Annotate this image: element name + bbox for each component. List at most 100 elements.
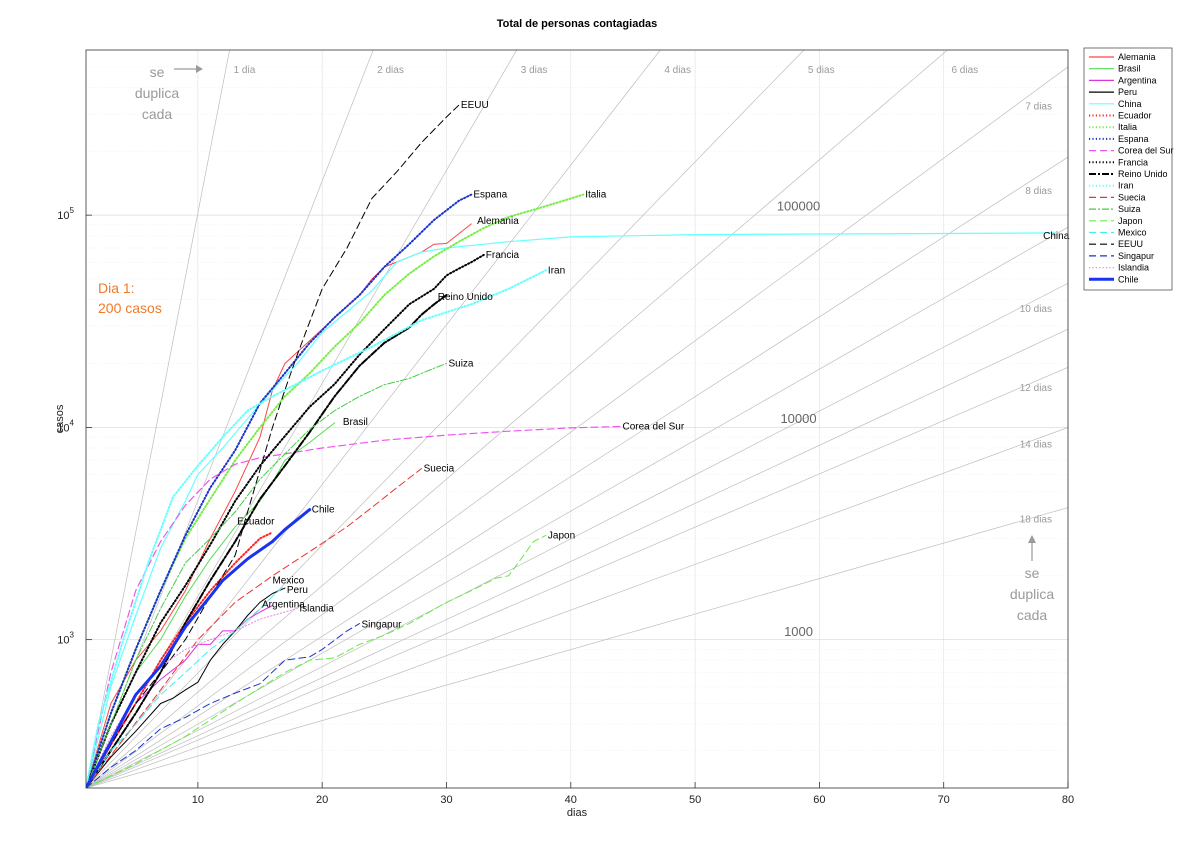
legend-entry: Japon [1118,216,1143,226]
legend-entry: Peru [1118,87,1137,97]
legend-entry: Brasil [1118,64,1141,74]
series-label: Francia [486,250,520,261]
doubling-guide-8 [86,156,1068,788]
doubling-guide-label: 18 dias [1020,514,1052,525]
series-line-eeuu [86,104,460,788]
series-label: Ecuador [237,517,275,528]
series-line-francia [86,253,485,788]
series-line-singapur [86,623,360,788]
series-label: Suecia [424,464,455,475]
y-axis-ticks: 103 104 105 [57,206,92,647]
reference-label: 100000 [777,199,820,214]
legend: AlemaniaBrasilArgentinaPeruChinaEcuadorI… [1083,47,1174,291]
x-tick-label: 40 [565,794,577,806]
legend-entry: Reino Unido [1118,169,1168,179]
series-line-reino-unido [86,294,448,788]
series-label: Iran [548,265,565,276]
series-label: Espana [473,190,507,201]
annotations: 100000 10000 1000 se duplica cada se duplica cad… [98,64,1054,639]
legend-entry: Iran [1118,181,1134,191]
series-label: Argentina [262,599,305,610]
series-label: Japon [548,530,575,541]
legend-entry: Chile [1118,274,1139,284]
reference-label: 10000 [780,411,816,426]
doubling-guide-2 [86,50,374,788]
y-tick-label: 105 [57,206,74,222]
doubling-guide-18 [86,507,1068,788]
legend-entry: Islandia [1118,263,1149,273]
series-label: EEUU [461,100,489,111]
doubling-guide-3 [86,50,518,788]
series-label: China [1043,231,1070,242]
y-axis-label: casos [54,404,66,433]
note-day1: Dia 1: [98,280,135,296]
y-tick-label: 103 [57,631,74,647]
series-line-espana [86,193,473,788]
series-line-china [86,232,1057,788]
legend-entry: Francia [1118,157,1148,167]
series-label: Italia [585,190,607,201]
series-labels: Alemania Brasil Argentina Peru China Ecuador I… [237,100,1070,631]
doubling-guide-10 [86,282,1068,788]
doubling-guide-14 [86,427,1068,788]
y-tick-label: 104 [57,418,74,434]
x-tick-label: 80 [1062,794,1074,806]
legend-entry: Singapur [1118,251,1154,261]
doubling-guide-label: 12 dias [1020,383,1052,394]
series-line-chile [86,508,312,788]
doubling-guide-label: 2 dias [377,65,404,76]
legend-entry: Italia [1118,122,1137,132]
x-tick-label: 10 [192,794,204,806]
arrow-up-icon-head [1028,535,1036,543]
doubling-guide-label: 6 dias [951,65,978,76]
series-label: Brasil [343,417,368,428]
series-label: Alemania [477,216,519,227]
legend-entry: Mexico [1118,228,1147,238]
x-tick-label: 20 [316,794,328,806]
note-bottom-right: se [1025,565,1040,581]
x-axis-ticks: 10 20 30 40 50 60 70 80 [192,782,1074,806]
doubling-guide-7 [86,66,1068,788]
arrow-right-icon-head [196,65,203,73]
doubling-guides [86,50,1068,788]
series-line-peru [86,587,286,788]
series-label: Chile [312,505,335,516]
note-top-left: se [150,64,165,80]
doubling-guide-labels: 1 dia 2 dias 3 dias 4 dias 5 dias 6 dias 7 dia… [234,65,1052,525]
series-line-alemania [86,223,472,788]
doubling-guide-6 [86,50,949,788]
legend-entry: China [1118,99,1142,109]
series-label: Suiza [448,359,473,370]
legend-entry: Corea del Sur [1118,146,1174,156]
series-label: Reino Unido [438,292,493,303]
legend-entry: EEUU [1118,239,1143,249]
legend-entry: Suecia [1118,192,1146,202]
doubling-guide-4 [86,50,661,788]
legend-box [1083,47,1173,291]
series-line-suecia [86,468,423,788]
series-label: Corea del Sur [623,421,685,432]
doubling-guide-label: 3 dias [521,65,548,76]
doubling-guide-label: 8 dias [1025,186,1052,197]
note-bottom-right: cada [1017,607,1048,623]
legend-entry: Alemania [1118,52,1156,62]
doubling-guide-label: 10 dias [1020,304,1052,315]
x-tick-label: 70 [938,794,950,806]
legend-entry: Ecuador [1118,111,1152,121]
note-bottom-right: duplica [1010,586,1055,602]
legend-entry: Espana [1118,134,1149,144]
legend-entry: Suiza [1118,204,1141,214]
x-axis-label: dias [567,807,588,819]
series-line-suiza [86,363,447,788]
series-label: Islandia [299,604,334,615]
doubling-guide-12 [86,367,1068,788]
note-top-left: cada [142,106,173,122]
note-top-left: duplica [135,85,180,101]
chart-title: Total de personas contagiadas [497,18,658,30]
doubling-guide-label: 1 dia [234,65,256,76]
series-label: Peru [287,585,308,596]
x-tick-label: 50 [689,794,701,806]
series-line-iran [86,269,547,788]
